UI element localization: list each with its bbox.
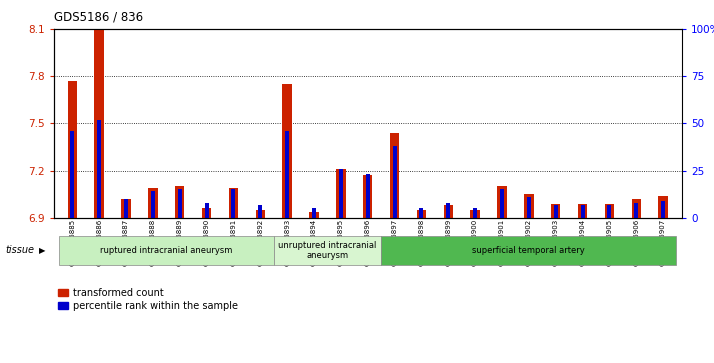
Bar — [283, 84, 292, 218]
Legend: transformed count, percentile rank within the sample: transformed count, percentile rank withi… — [59, 288, 238, 311]
FancyBboxPatch shape — [381, 236, 676, 265]
Bar — [339, 169, 343, 218]
Bar — [202, 208, 211, 218]
Bar — [151, 191, 155, 218]
Bar — [631, 199, 641, 218]
Bar — [336, 169, 346, 218]
Bar — [553, 205, 558, 218]
Bar — [419, 208, 423, 218]
Bar — [205, 203, 208, 218]
Bar — [312, 208, 316, 218]
Bar — [124, 199, 128, 218]
Bar — [97, 120, 101, 218]
Bar — [580, 205, 585, 218]
FancyBboxPatch shape — [59, 236, 273, 265]
Bar — [149, 188, 158, 218]
Bar — [471, 210, 480, 218]
Bar — [68, 81, 77, 218]
Bar — [228, 188, 238, 218]
Bar — [605, 204, 614, 218]
Bar — [443, 205, 453, 218]
Text: tissue: tissue — [6, 245, 35, 256]
Bar — [658, 196, 668, 218]
Bar — [285, 131, 289, 218]
Bar — [527, 197, 531, 218]
FancyBboxPatch shape — [273, 236, 381, 265]
Bar — [175, 186, 184, 218]
Bar — [634, 203, 638, 218]
Bar — [446, 203, 451, 218]
Bar — [121, 199, 131, 218]
Bar — [309, 212, 318, 218]
Bar — [256, 210, 265, 218]
Bar — [578, 204, 587, 218]
Bar — [390, 133, 399, 218]
Text: ▶: ▶ — [39, 246, 46, 255]
Bar — [608, 205, 611, 218]
Text: superficial temporal artery: superficial temporal artery — [473, 246, 585, 255]
Bar — [473, 208, 477, 218]
Text: unruptured intracranial
aneurysm: unruptured intracranial aneurysm — [278, 241, 376, 260]
Bar — [661, 201, 665, 218]
Bar — [366, 174, 370, 218]
Bar — [417, 210, 426, 218]
Bar — [500, 189, 504, 218]
Text: GDS5186 / 836: GDS5186 / 836 — [54, 11, 143, 24]
Bar — [258, 205, 262, 218]
Bar — [497, 186, 507, 218]
Bar — [393, 146, 396, 218]
Bar — [178, 189, 182, 218]
Bar — [231, 189, 236, 218]
Bar — [71, 131, 74, 218]
Text: ruptured intracranial aneurysm: ruptured intracranial aneurysm — [100, 246, 233, 255]
Bar — [363, 175, 373, 218]
Bar — [551, 204, 560, 218]
Bar — [524, 194, 533, 218]
Bar — [94, 29, 104, 218]
